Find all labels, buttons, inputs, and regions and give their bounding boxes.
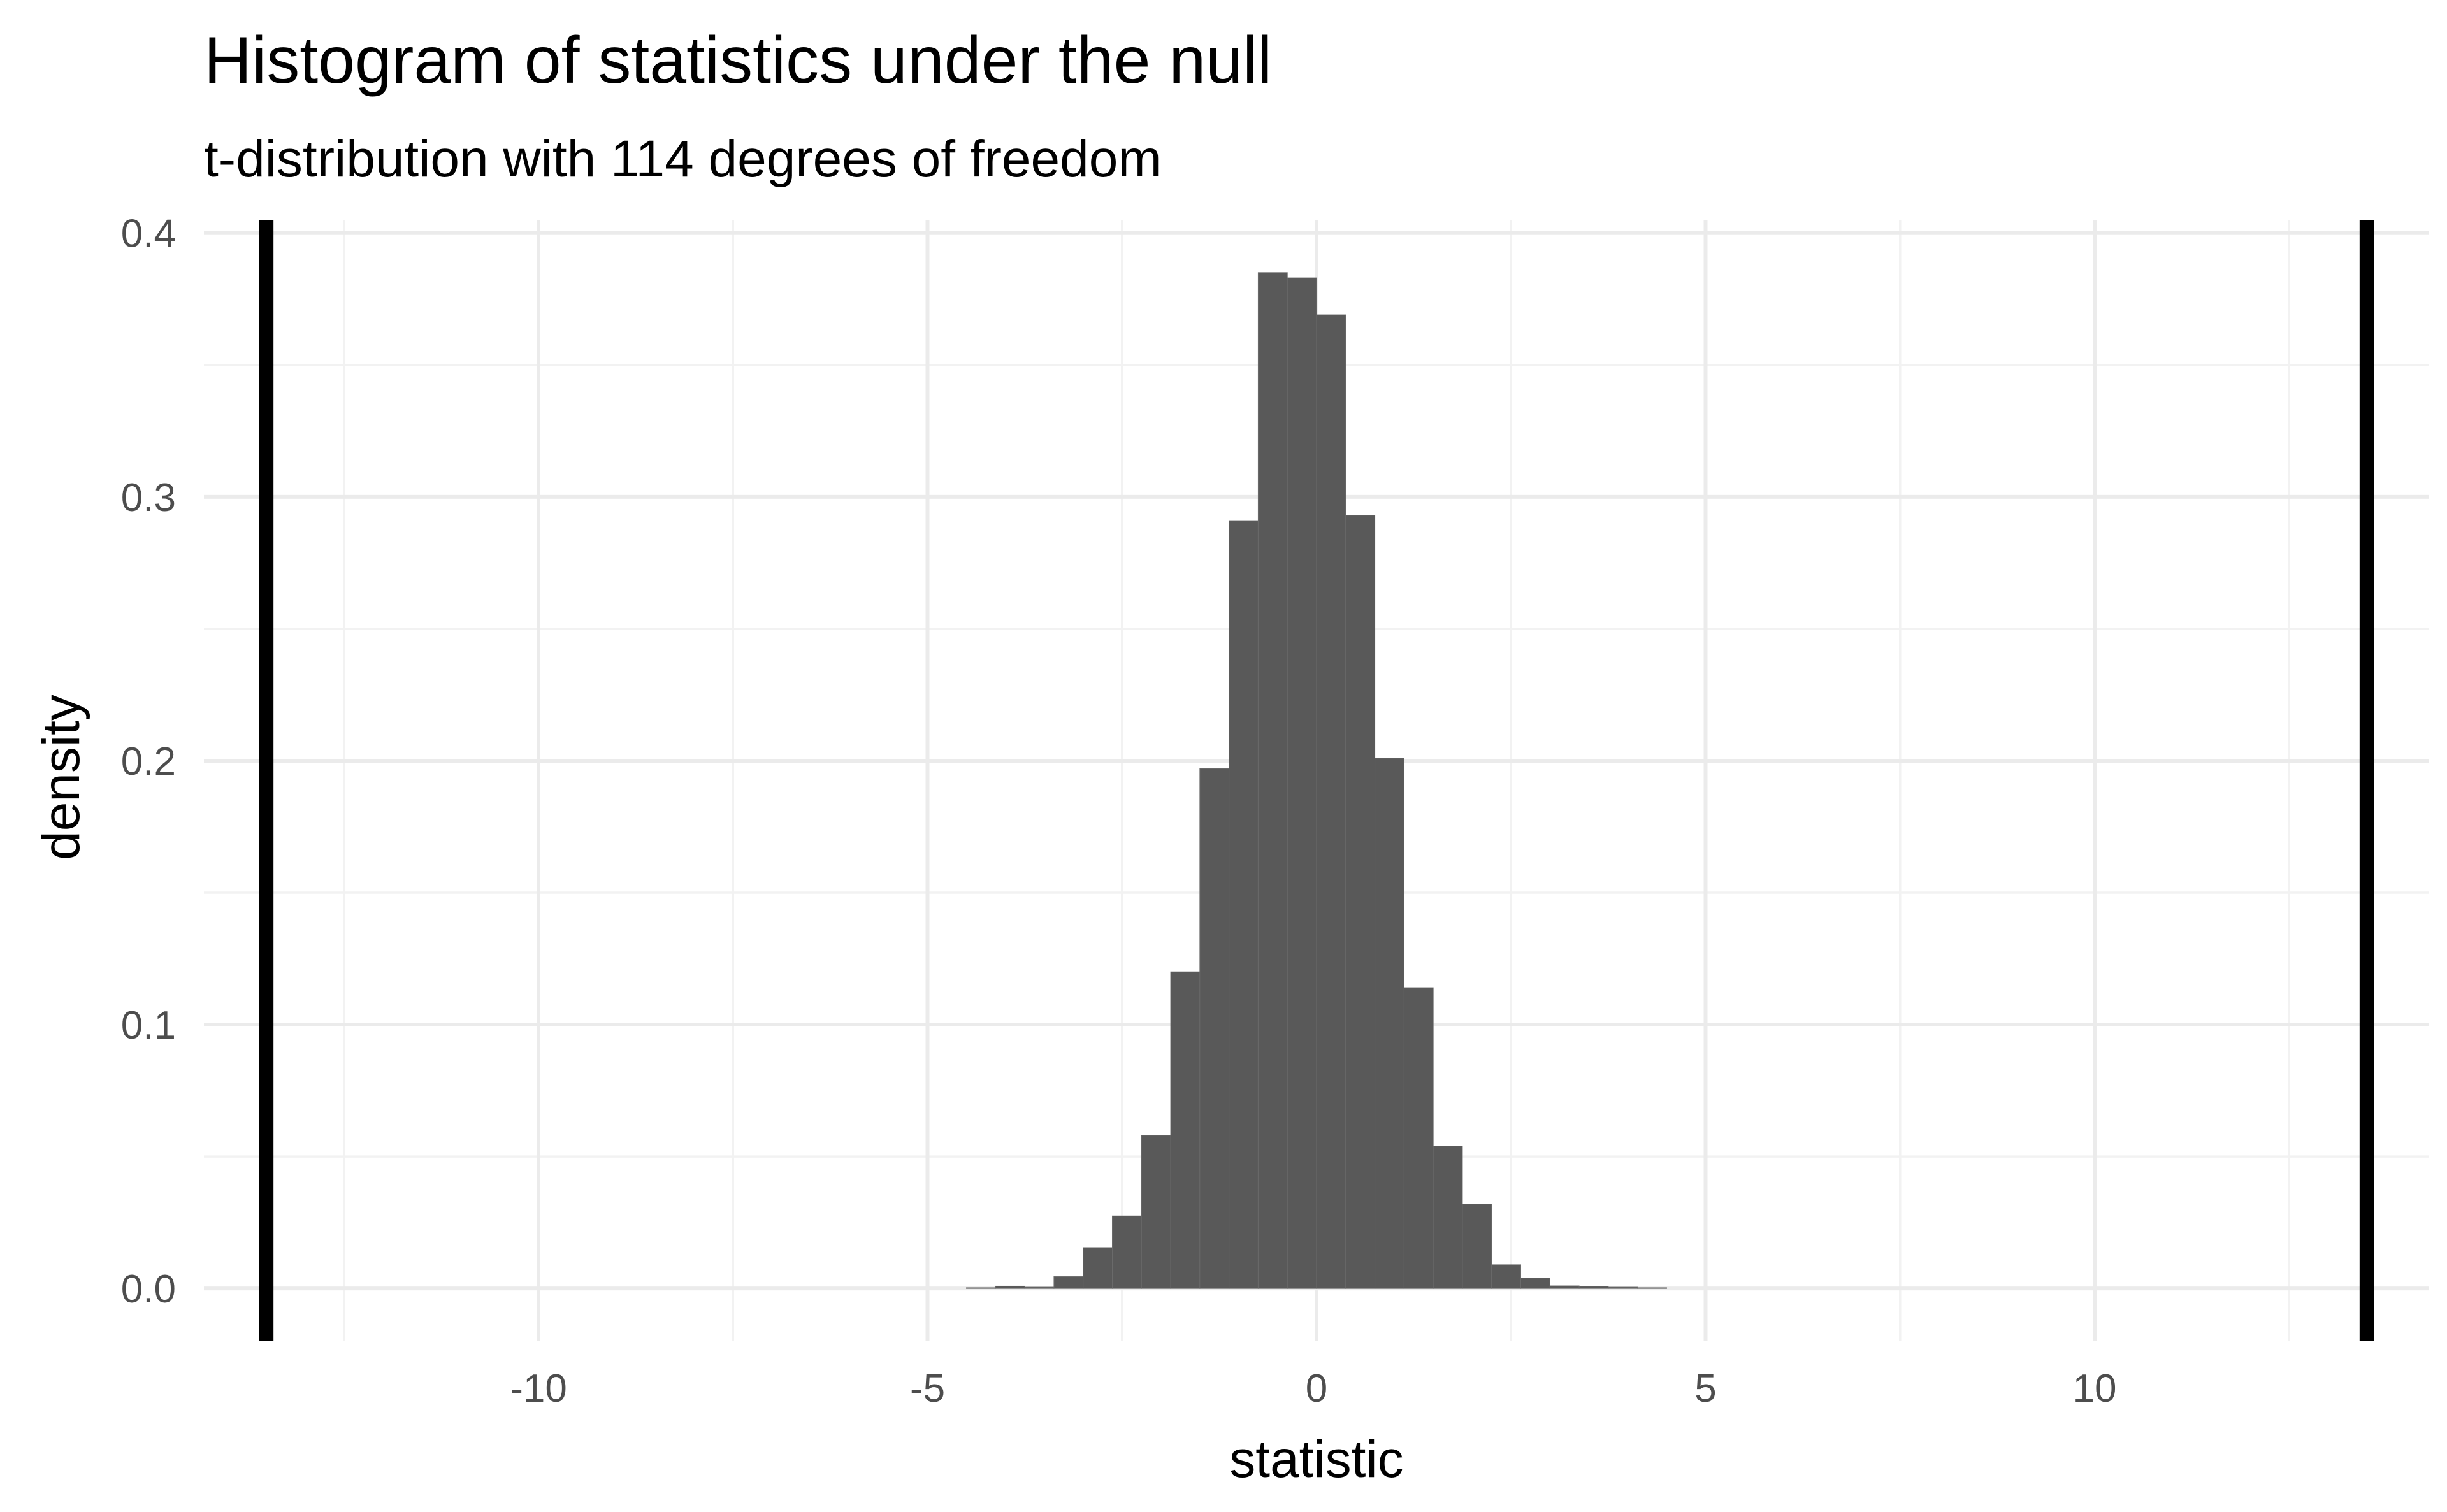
y-axis-tick-labels: 0.0 0.1 0.2 0.3 0.4 [121, 212, 176, 1311]
histogram-bar [1345, 515, 1376, 1289]
histogram-bar [1608, 1286, 1638, 1289]
chart-subtitle: t-distribution with 114 degrees of freed… [204, 130, 1162, 188]
x-tick-label: 10 [2072, 1367, 2116, 1411]
histogram-bar [1403, 987, 1434, 1289]
x-tick-label: -5 [910, 1367, 945, 1411]
histogram-bar [995, 1285, 1025, 1289]
histogram-bar [1083, 1247, 1113, 1289]
histogram-bar [1578, 1286, 1609, 1289]
histogram-bar [1287, 277, 1317, 1289]
y-tick-label: 0.4 [121, 212, 176, 256]
histogram-bar [1024, 1286, 1055, 1289]
chart-title: Histogram of statistics under the null [204, 24, 1272, 97]
y-tick-label: 0.2 [121, 740, 176, 784]
reference-lines [259, 220, 2374, 1341]
x-tick-label: -10 [510, 1367, 567, 1411]
y-tick-label: 0.1 [121, 1004, 176, 1048]
histogram-bar [1549, 1285, 1580, 1289]
x-tick-label: 5 [1694, 1367, 1716, 1411]
y-tick-label: 0.3 [121, 476, 176, 520]
histogram-bar [1229, 520, 1259, 1289]
histogram-bar [1462, 1204, 1492, 1289]
histogram-bar [1257, 272, 1288, 1289]
x-axis-title: statistic [1229, 1430, 1403, 1488]
histogram-bar [1199, 768, 1230, 1289]
histogram-bar [1433, 1146, 1463, 1289]
histogram-bar [1491, 1264, 1522, 1289]
y-axis-title: density [32, 695, 90, 860]
histogram-bar [1053, 1276, 1084, 1289]
histogram-bar [1375, 758, 1404, 1289]
histogram-bars [966, 272, 1667, 1289]
y-tick-label: 0.0 [121, 1267, 176, 1311]
x-axis-tick-labels: -10 -5 0 5 10 [510, 1367, 2116, 1411]
histogram-bar [1520, 1278, 1550, 1289]
x-tick-label: 0 [1306, 1367, 1327, 1411]
histogram-bar [1316, 314, 1346, 1289]
histogram-bar [1170, 971, 1201, 1289]
histogram-bar [1111, 1215, 1142, 1289]
histogram-bar [1141, 1135, 1171, 1289]
